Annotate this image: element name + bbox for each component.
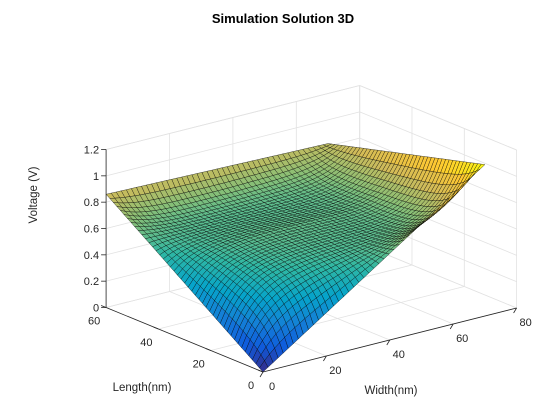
z-tick-label: 0.4 (84, 250, 99, 262)
x-tick-mark (449, 323, 454, 330)
x-tick-label: 80 (519, 317, 531, 329)
y-tick-label: 20 (193, 359, 205, 371)
z-tick-label: 1.2 (84, 145, 99, 157)
y-tick-mark (153, 326, 159, 330)
surface-patch (259, 360, 269, 373)
z-tick-label: 1 (93, 171, 99, 183)
chart-title: Simulation Solution 3D (212, 11, 354, 26)
x-tick-label: 60 (456, 333, 468, 345)
y-tick-mark (205, 348, 211, 351)
x-tick-label: 0 (269, 381, 275, 393)
x-tick-mark (323, 355, 327, 362)
y-axis-label: Length(nm) (113, 382, 172, 394)
y-tick-label: 60 (88, 316, 100, 328)
z-axis-label: Voltage (V) (28, 166, 40, 223)
surface-mesh (105, 143, 486, 373)
y-axis-line (105, 307, 264, 373)
y-tick-label: 0 (248, 380, 254, 392)
x-tick-mark (513, 307, 517, 314)
z-tick-label: 0.2 (84, 276, 99, 288)
box-edge (106, 85, 360, 150)
x-axis-label: Width(nm) (364, 385, 417, 397)
box-edge (359, 85, 517, 151)
z-tick-label: 0 (93, 303, 99, 315)
z-tick-label: 0.8 (84, 197, 99, 209)
x-tick-mark (386, 339, 391, 346)
z-tick-label: 0.6 (84, 224, 99, 236)
grid-line (359, 111, 517, 177)
x-tick-label: 20 (329, 365, 341, 377)
y-tick-mark (257, 369, 264, 373)
axes-box (100, 149, 517, 378)
x-tick-label: 40 (393, 349, 405, 361)
y-tick-label: 40 (140, 337, 152, 349)
x-tick-mark (259, 371, 264, 378)
